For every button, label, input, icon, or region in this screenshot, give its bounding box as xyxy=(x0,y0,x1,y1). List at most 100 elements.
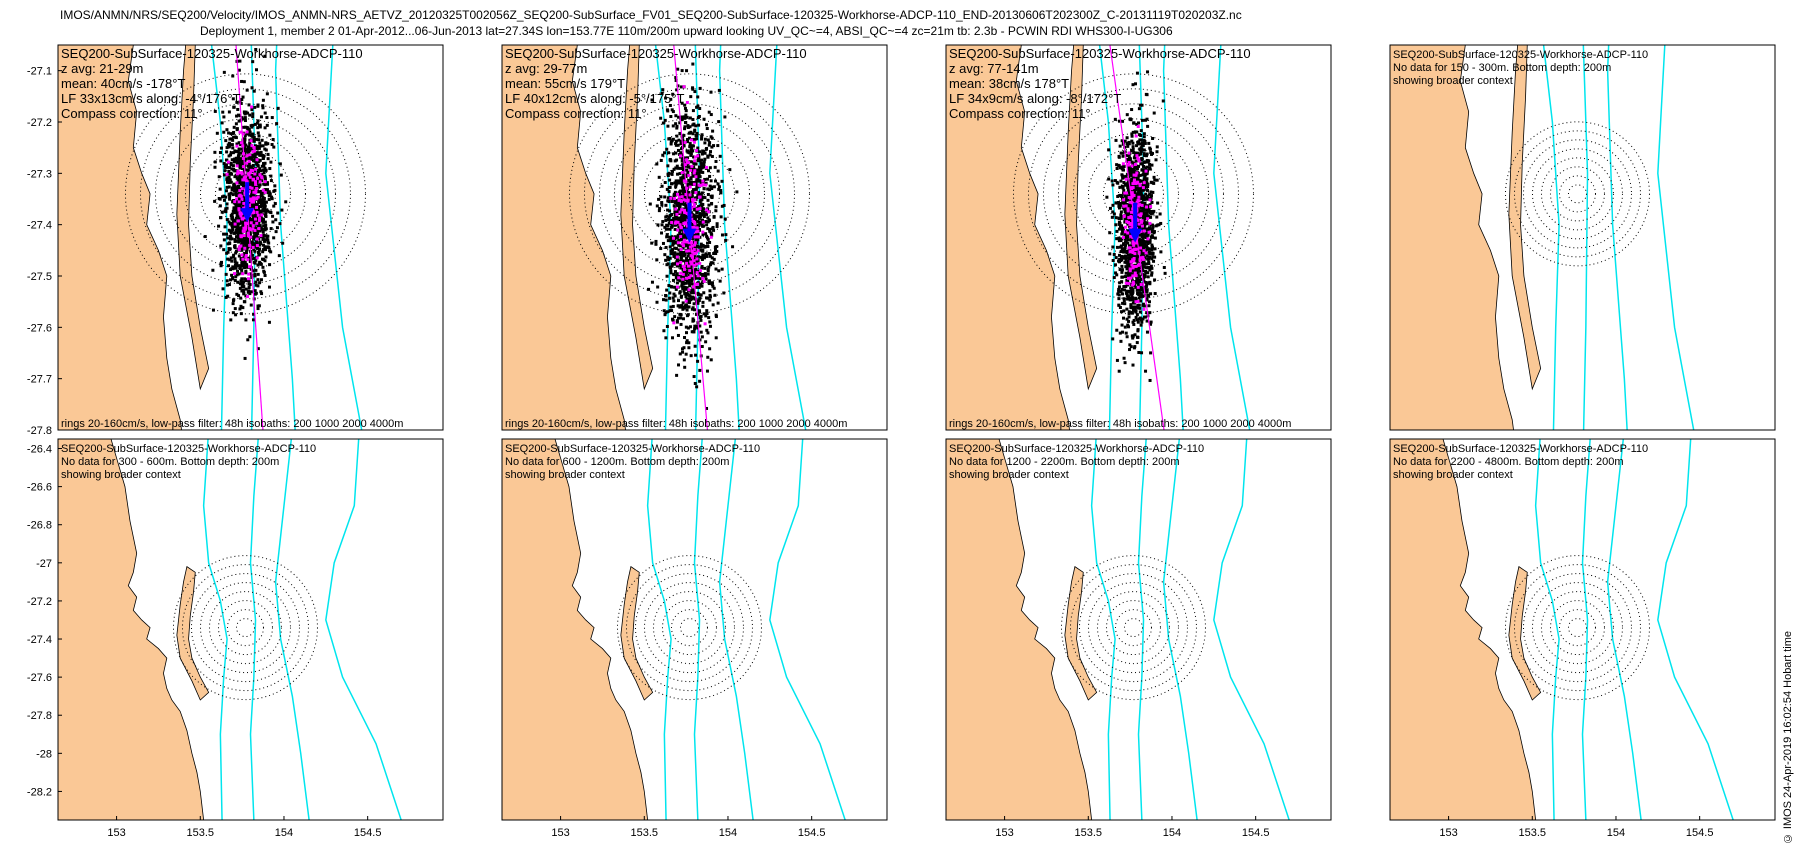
data-point xyxy=(1136,151,1140,155)
panel-frame xyxy=(57,438,444,821)
data-point xyxy=(218,197,222,201)
data-point xyxy=(1131,83,1135,87)
data-point xyxy=(219,264,223,268)
data-point xyxy=(1133,333,1137,337)
data-point xyxy=(261,257,265,261)
lowpass-point xyxy=(240,172,244,176)
data-point xyxy=(710,281,714,285)
data-point xyxy=(1129,345,1133,349)
island xyxy=(176,45,210,391)
lowpass-point xyxy=(248,171,252,175)
data-point xyxy=(690,282,694,286)
lowpass-point xyxy=(249,198,253,202)
data-point xyxy=(1119,244,1123,248)
lowpass-point xyxy=(239,141,243,145)
data-point xyxy=(700,335,704,339)
data-point xyxy=(1149,194,1153,198)
data-point xyxy=(667,258,671,262)
data-point xyxy=(1145,311,1149,315)
lowpass-point xyxy=(709,235,713,239)
data-point xyxy=(242,160,246,164)
data-point xyxy=(1118,166,1122,170)
data-point xyxy=(227,193,231,197)
data-point xyxy=(1141,217,1145,221)
data-point xyxy=(685,208,689,212)
data-point xyxy=(678,204,682,208)
lowpass-point xyxy=(243,246,247,250)
data-point xyxy=(1129,244,1133,248)
data-point xyxy=(242,256,246,260)
lowpass-point xyxy=(693,198,697,202)
data-point xyxy=(655,162,659,166)
data-point xyxy=(229,231,233,235)
isobath-1 xyxy=(249,439,259,820)
data-point xyxy=(242,292,246,296)
data-point xyxy=(224,158,228,162)
x-tick-label: 154 xyxy=(1163,827,1181,839)
data-point xyxy=(674,276,678,280)
data-point xyxy=(689,150,693,154)
data-point xyxy=(695,137,699,141)
data-point xyxy=(222,70,226,74)
data-point xyxy=(668,245,672,249)
lowpass-point xyxy=(240,187,244,191)
data-point xyxy=(275,122,279,126)
data-point xyxy=(213,109,217,113)
data-point xyxy=(1114,216,1118,220)
data-point xyxy=(696,244,700,248)
data-point xyxy=(664,218,668,222)
lowpass-point xyxy=(1139,214,1143,218)
data-point xyxy=(265,188,269,192)
data-point xyxy=(674,139,678,143)
data-point xyxy=(1129,303,1133,307)
data-point xyxy=(260,164,264,168)
data-point xyxy=(724,233,728,237)
data-point xyxy=(1115,237,1119,241)
island xyxy=(1064,565,1098,701)
data-point xyxy=(238,228,242,232)
data-point xyxy=(680,115,684,119)
isobath-3 xyxy=(1213,45,1251,430)
data-point xyxy=(1121,154,1125,158)
data-point xyxy=(1135,313,1139,317)
data-point xyxy=(1137,317,1141,321)
data-point xyxy=(1113,179,1117,183)
lowpass-point xyxy=(248,204,252,208)
data-point xyxy=(254,160,258,164)
data-point xyxy=(233,278,237,282)
data-point xyxy=(697,123,701,127)
lowpass-point xyxy=(255,256,259,260)
data-point xyxy=(1143,275,1147,279)
data-point xyxy=(260,204,264,208)
lowpass-point xyxy=(684,192,688,196)
x-tick-label: 153.5 xyxy=(1075,827,1103,839)
data-point xyxy=(709,179,713,183)
data-point xyxy=(684,175,688,179)
data-point xyxy=(272,236,276,240)
data-point xyxy=(679,266,683,270)
data-point xyxy=(698,222,702,226)
data-point xyxy=(242,125,246,129)
data-point xyxy=(240,237,244,241)
data-point xyxy=(1131,363,1135,367)
data-point xyxy=(236,224,240,228)
data-point xyxy=(696,312,700,316)
data-point xyxy=(223,209,227,213)
data-point xyxy=(1131,145,1135,149)
y-tick-label: -28 xyxy=(36,748,52,760)
lowpass-point xyxy=(252,146,256,150)
data-point xyxy=(239,182,243,186)
data-point xyxy=(237,272,241,276)
data-point xyxy=(1116,200,1120,204)
data-point xyxy=(254,291,258,295)
data-point xyxy=(686,170,690,174)
lowpass-point xyxy=(692,225,696,229)
lowpass-point xyxy=(698,207,702,211)
data-point xyxy=(698,368,702,372)
data-point xyxy=(1121,330,1125,334)
data-point xyxy=(1142,164,1146,168)
data-point xyxy=(1132,305,1136,309)
data-point xyxy=(1134,315,1138,319)
data-point xyxy=(674,217,678,221)
data-point xyxy=(1134,196,1138,200)
